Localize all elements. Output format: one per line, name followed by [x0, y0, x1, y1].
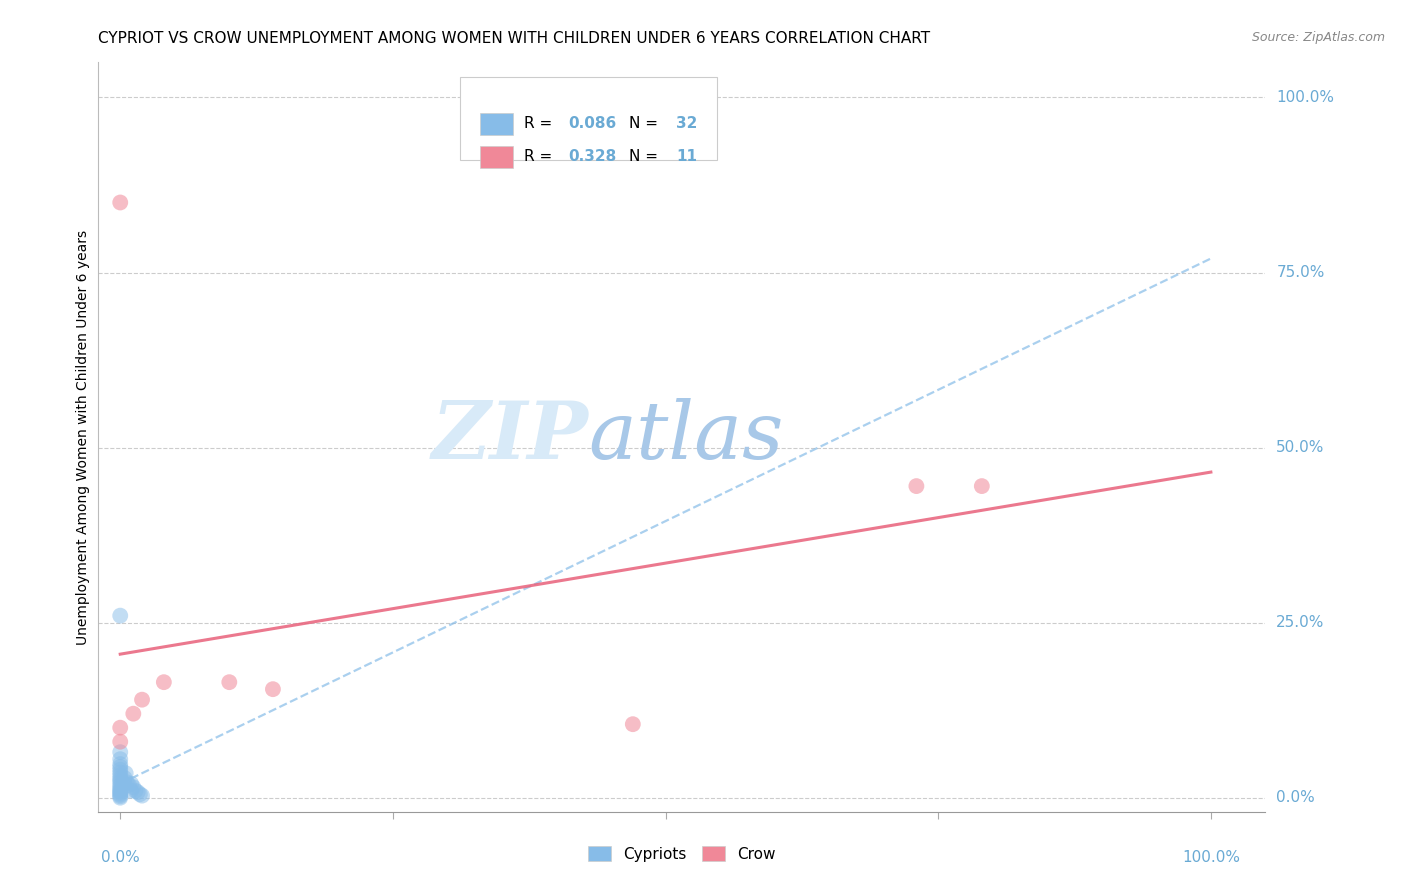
Point [128, 787, 150, 801]
Point [110, 752, 132, 766]
Point [621, 717, 644, 731]
Point [131, 692, 153, 706]
Point [110, 768, 132, 782]
Point [110, 790, 132, 805]
Text: ZIP: ZIP [432, 399, 589, 475]
Point [110, 757, 132, 772]
Point [114, 777, 136, 791]
Point [110, 785, 132, 799]
Text: CYPRIOT VS CROW UNEMPLOYMENT AMONG WOMEN WITH CHILDREN UNDER 6 YEARS CORRELATION: CYPRIOT VS CROW UNEMPLOYMENT AMONG WOMEN… [98, 31, 931, 46]
Point [110, 763, 132, 777]
Point [218, 675, 240, 690]
Point [110, 782, 132, 797]
Point [120, 777, 142, 791]
Point [114, 766, 136, 780]
Point [110, 765, 132, 780]
Point [110, 788, 132, 802]
Text: 0.0%: 0.0% [101, 850, 139, 865]
Point [124, 783, 146, 797]
Text: Source: ZipAtlas.com: Source: ZipAtlas.com [1251, 31, 1385, 45]
Point [122, 706, 145, 721]
Text: R =: R = [524, 116, 558, 131]
FancyBboxPatch shape [479, 145, 513, 168]
Point [905, 479, 928, 493]
Text: 11: 11 [676, 149, 697, 164]
Point [114, 771, 136, 785]
Point [110, 745, 132, 759]
Text: 0.328: 0.328 [568, 149, 617, 164]
Point [153, 675, 176, 690]
Text: N =: N = [630, 149, 664, 164]
Point [110, 608, 132, 623]
Text: 75.0%: 75.0% [1277, 265, 1324, 280]
Point [115, 775, 138, 789]
Text: 25.0%: 25.0% [1277, 615, 1324, 630]
Text: 50.0%: 50.0% [1277, 440, 1324, 455]
Point [970, 479, 993, 493]
FancyBboxPatch shape [479, 112, 513, 135]
Text: 100.0%: 100.0% [1182, 850, 1240, 865]
Point [110, 789, 132, 804]
Point [127, 785, 149, 799]
Point [110, 195, 132, 210]
Point [110, 734, 132, 748]
Point [110, 778, 132, 792]
Point [262, 682, 284, 697]
Point [110, 771, 132, 785]
Point [110, 721, 132, 735]
Y-axis label: Unemployment Among Women with Children Under 6 years: Unemployment Among Women with Children U… [76, 229, 90, 645]
Text: R =: R = [524, 149, 558, 164]
Point [110, 773, 132, 788]
Text: 0.0%: 0.0% [1277, 790, 1315, 805]
Point [110, 780, 132, 795]
Point [122, 780, 145, 795]
Point [120, 783, 142, 797]
Legend: Cypriots, Crow: Cypriots, Crow [582, 839, 782, 868]
Point [131, 789, 153, 803]
Point [118, 778, 141, 792]
FancyBboxPatch shape [460, 78, 717, 160]
Point [110, 783, 132, 797]
Text: 32: 32 [676, 116, 697, 131]
Text: 100.0%: 100.0% [1277, 90, 1334, 105]
Text: N =: N = [630, 116, 664, 131]
Text: 0.086: 0.086 [568, 116, 617, 131]
Text: atlas: atlas [589, 399, 785, 475]
Point [110, 775, 132, 789]
Point [110, 760, 132, 774]
Point [110, 787, 132, 801]
